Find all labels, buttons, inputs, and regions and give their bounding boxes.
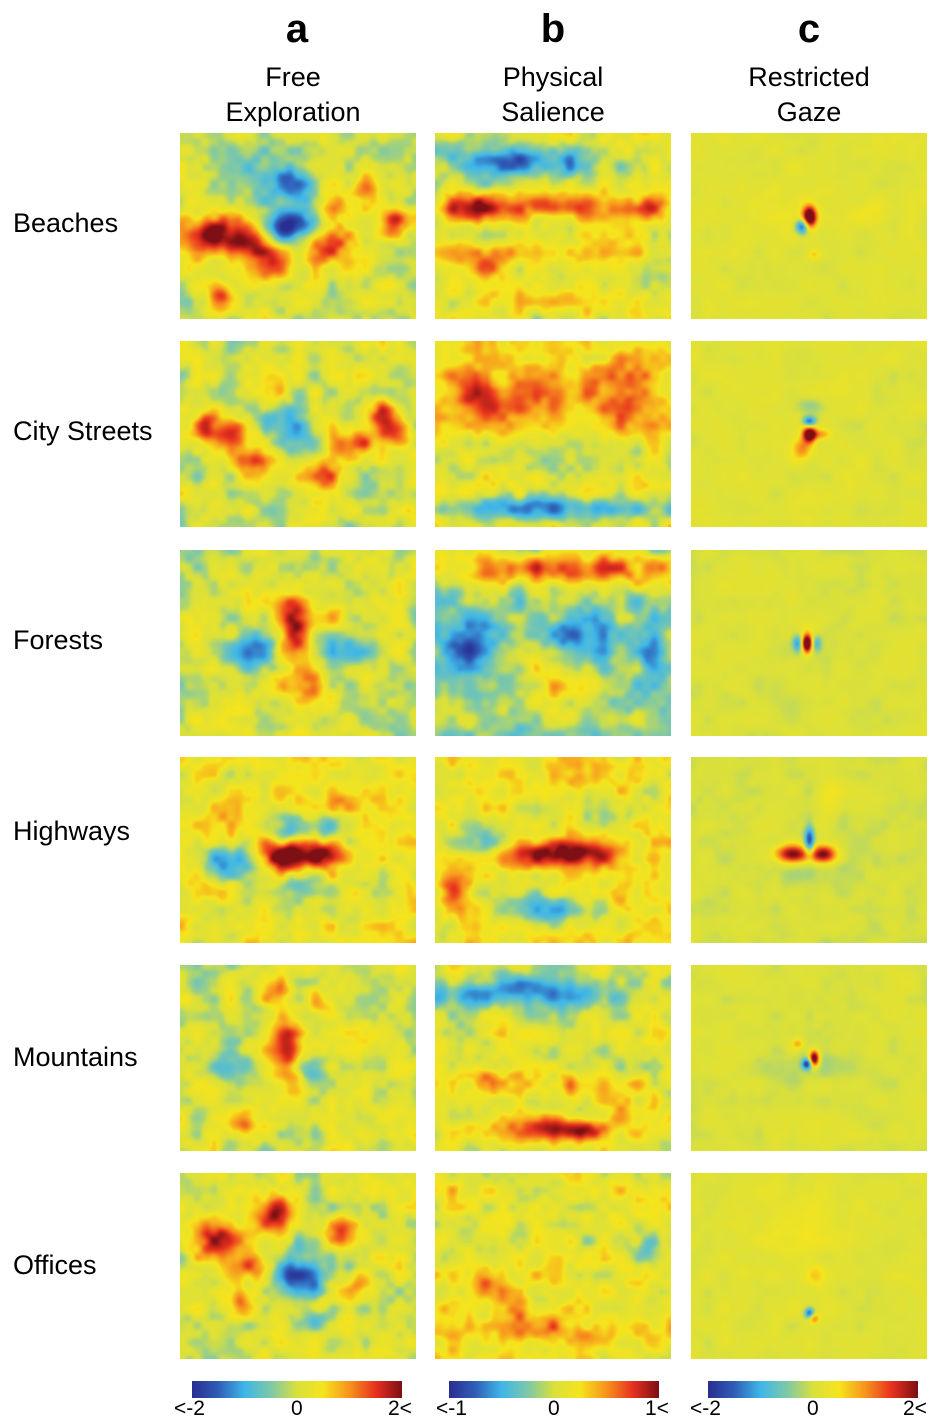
heatmap-c-offices: [691, 1173, 927, 1359]
column-b-title: Physical Salience: [435, 60, 671, 130]
column-a-title-line1: Free: [265, 62, 321, 92]
heatmap-b-offices: [435, 1173, 671, 1359]
heatmap-b-mountains: [435, 965, 671, 1151]
column-a-title-line2: Exploration: [225, 97, 361, 127]
column-a-letter: a: [285, 7, 309, 51]
colorbar-a-max-label: 2<: [388, 1397, 412, 1420]
colorbar-a-mid-label: 0: [291, 1397, 303, 1420]
column-c-title: Restricted Gaze: [691, 60, 927, 130]
heatmap-b-beaches: [435, 133, 671, 319]
column-c-title-line2: Gaze: [776, 97, 842, 127]
row-label-beaches: Beaches: [13, 208, 119, 238]
row-label-offices: Offices: [13, 1250, 97, 1280]
colorbar-a: [192, 1381, 402, 1398]
column-a-title: Free Exploration: [175, 60, 411, 130]
colorbar-b-min-label: <-1: [436, 1397, 467, 1420]
heatmap-c-forests: [691, 550, 927, 736]
heatmap-a-beaches: [180, 133, 416, 319]
row-label-highways: Highways: [13, 816, 131, 846]
heatmap-c-city-streets: [691, 341, 927, 527]
column-b-title-line2: Salience: [501, 97, 605, 127]
colorbar-b: [449, 1381, 659, 1398]
heatmap-a-forests: [180, 550, 416, 736]
colorbar-a-min-label: <-2: [174, 1397, 205, 1420]
colorbar-c-mid-label: 0: [807, 1397, 819, 1420]
row-label-mountains: Mountains: [13, 1042, 138, 1072]
colorbar-b-max-label: 1<: [645, 1397, 669, 1420]
column-b-title-line1: Physical: [502, 62, 604, 92]
heatmap-c-beaches: [691, 133, 927, 319]
heatmap-b-forests: [435, 550, 671, 736]
row-label-city-streets: City Streets: [13, 416, 153, 446]
column-c-letter: c: [797, 7, 821, 51]
row-label-forests: Forests: [13, 625, 104, 655]
heatmap-c-highways: [691, 757, 927, 943]
heatmap-b-highways: [435, 757, 671, 943]
heatmap-b-city-streets: [435, 341, 671, 527]
colorbar-c: [708, 1381, 918, 1398]
column-c-title-line1: Restricted: [748, 62, 870, 92]
heatmap-a-offices: [180, 1173, 416, 1359]
heatmap-a-mountains: [180, 965, 416, 1151]
colorbar-c-max-label: 2<: [903, 1397, 927, 1420]
heatmap-c-mountains: [691, 965, 927, 1151]
heatmap-a-highways: [180, 757, 416, 943]
colorbar-c-min-label: <-2: [690, 1397, 721, 1420]
column-b-letter: b: [540, 7, 566, 51]
heatmap-a-city-streets: [180, 341, 416, 527]
colorbar-b-mid-label: 0: [548, 1397, 560, 1420]
